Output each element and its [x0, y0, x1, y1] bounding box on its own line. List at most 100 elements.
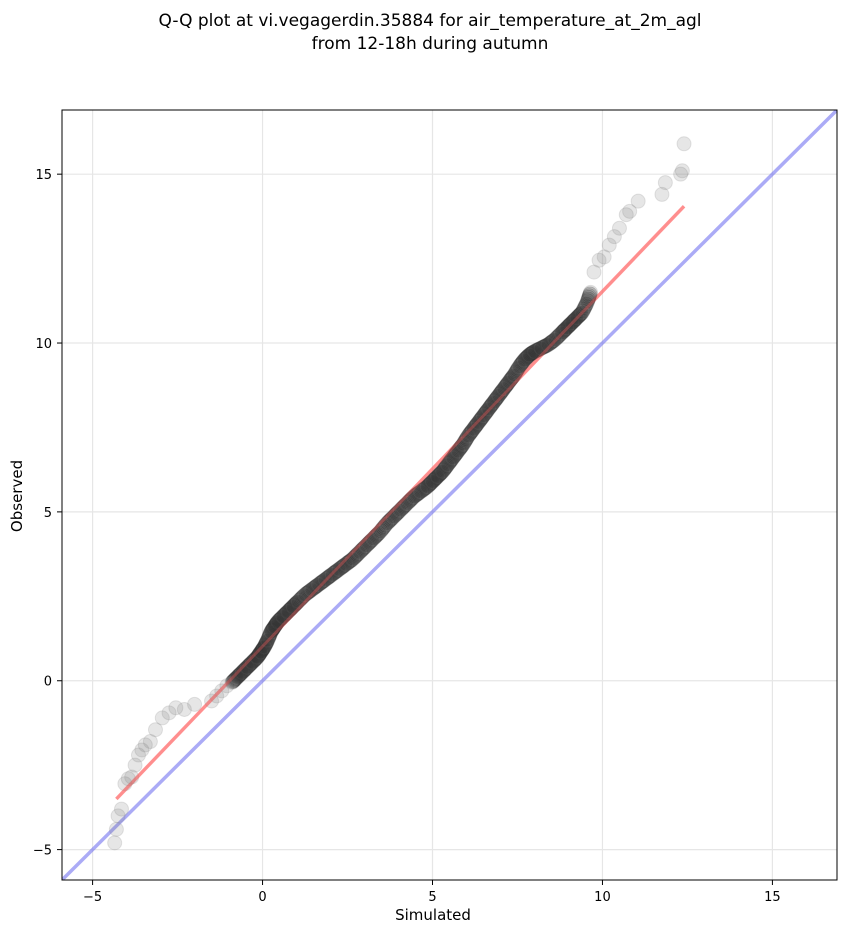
data-point: [381, 513, 397, 529]
data-point: [269, 615, 285, 631]
data-point: [470, 416, 486, 432]
data-point: [253, 643, 269, 659]
data-point: [226, 673, 242, 689]
data-point: [374, 521, 390, 537]
data-point: [154, 710, 170, 726]
data-point: [451, 442, 467, 458]
data-point: [581, 288, 597, 304]
data-point: [428, 470, 444, 486]
data-point: [467, 419, 483, 435]
data-point: [487, 392, 503, 408]
data-point: [333, 560, 349, 576]
data-point: [376, 519, 392, 535]
data-point: [583, 284, 599, 300]
data-point: [279, 604, 295, 620]
data-point: [405, 490, 421, 506]
data-point: [457, 434, 473, 450]
data-point: [234, 664, 250, 680]
data-point: [252, 646, 268, 662]
data-point: [558, 321, 574, 337]
data-point: [458, 431, 474, 447]
x-tick-label: 5: [428, 890, 436, 905]
data-point: [266, 619, 282, 635]
data-point: [500, 375, 516, 391]
data-point: [512, 358, 528, 374]
data-point: [290, 593, 306, 609]
data-point: [341, 554, 357, 570]
data-point: [580, 291, 596, 307]
data-point: [578, 296, 594, 312]
data-point: [354, 542, 370, 558]
data-point: [284, 599, 300, 615]
data-point: [334, 559, 350, 575]
y-tick-label: 15: [35, 168, 52, 183]
data-point: [551, 327, 567, 343]
data-point: [275, 609, 291, 625]
data-point: [448, 445, 464, 461]
data-point: [427, 471, 443, 487]
data-point: [438, 459, 454, 475]
data-point: [430, 468, 446, 484]
data-point: [287, 597, 303, 613]
data-point: [249, 649, 265, 665]
data-point: [459, 429, 475, 445]
data-point: [389, 506, 405, 522]
data-point: [348, 548, 364, 564]
data-point: [518, 350, 534, 366]
data-point: [510, 360, 526, 376]
data-point: [239, 659, 255, 675]
data-point: [232, 666, 248, 682]
data-point: [362, 534, 378, 550]
data-point: [359, 537, 375, 553]
data-point: [176, 701, 192, 717]
data-point: [501, 374, 517, 390]
data-point: [367, 529, 383, 545]
data-point: [271, 613, 287, 629]
data-point: [521, 347, 537, 363]
data-point: [392, 502, 408, 518]
data-point: [526, 343, 542, 359]
data-point: [343, 552, 359, 568]
data-point: [257, 638, 273, 654]
data-point: [582, 286, 598, 302]
data-point: [264, 622, 280, 638]
data-point: [339, 555, 355, 571]
data-point: [475, 409, 491, 425]
data-point: [491, 387, 507, 403]
data-point: [254, 642, 270, 658]
data-point: [268, 617, 284, 633]
data-point: [410, 485, 426, 501]
data-point: [553, 326, 569, 342]
data-point: [464, 422, 480, 438]
data-point: [504, 369, 520, 385]
data-point: [289, 595, 305, 611]
x-tick-label: 15: [764, 890, 781, 905]
data-point: [429, 469, 445, 485]
data-point: [264, 623, 280, 639]
data-point: [251, 647, 267, 663]
data-point: [393, 501, 409, 517]
data-point: [503, 372, 519, 388]
data-point: [259, 634, 275, 650]
data-point: [187, 696, 203, 712]
data-point: [377, 517, 393, 533]
data-point: [529, 342, 545, 358]
data-point: [365, 531, 381, 547]
data-point: [532, 341, 548, 357]
data-point: [315, 573, 331, 589]
x-tick-label: 10: [594, 890, 611, 905]
data-point: [244, 654, 260, 670]
data-point: [481, 400, 497, 416]
data-point: [383, 511, 399, 527]
data-point: [233, 665, 249, 681]
data-point: [294, 590, 310, 606]
data-point: [390, 504, 406, 520]
data-point: [560, 319, 576, 335]
data-point: [538, 338, 554, 354]
data-point: [476, 407, 492, 423]
data-point: [251, 647, 267, 663]
data-point: [280, 604, 296, 620]
data-point: [291, 592, 307, 608]
data-point: [328, 564, 344, 580]
data-point: [322, 568, 338, 584]
